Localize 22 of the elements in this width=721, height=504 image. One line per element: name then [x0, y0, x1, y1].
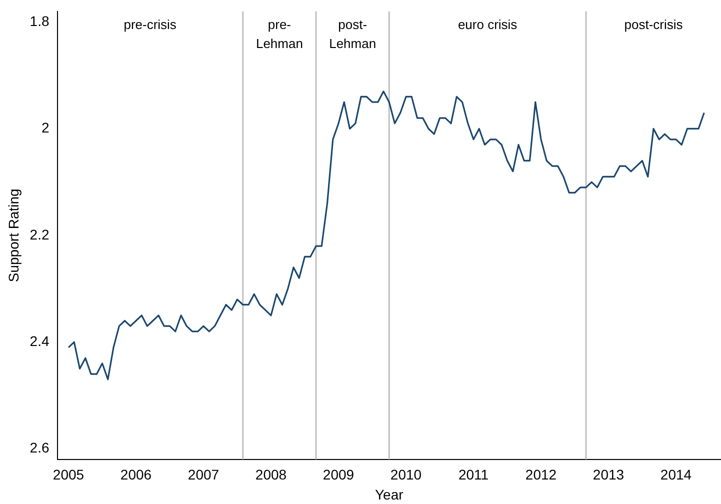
x-tick-label: 2011	[458, 466, 489, 483]
x-tick-label: 2010	[390, 466, 422, 483]
x-tick-label: 2005	[52, 466, 84, 483]
annotation: post-crisis	[624, 16, 684, 32]
y-tick-label: 2	[41, 120, 50, 136]
annotation: pre-crisis	[124, 16, 177, 32]
y-axis-title: Support Rating	[5, 188, 22, 282]
y-tick-label: 2.4	[30, 332, 50, 349]
x-tick-label: 2014	[660, 466, 692, 483]
x-tick-label: 2007	[188, 466, 220, 483]
y-tick-label: 1.8	[30, 12, 50, 29]
x-tick-label: 2009	[322, 466, 354, 483]
annotation: post- Lehman	[329, 16, 376, 51]
x-tick-label: 2006	[120, 466, 152, 483]
y-tick-label: 2.2	[30, 226, 50, 242]
y-tick-label: 2.6	[30, 440, 50, 456]
x-tick-label: 2012	[525, 466, 557, 483]
x-axis-title: Year	[374, 486, 404, 502]
annotation: euro crisis	[458, 16, 518, 32]
annotation: pre- Lehman	[256, 16, 303, 51]
x-tick-label: 2008	[255, 466, 287, 483]
x-tick-label: 2013	[592, 466, 624, 483]
